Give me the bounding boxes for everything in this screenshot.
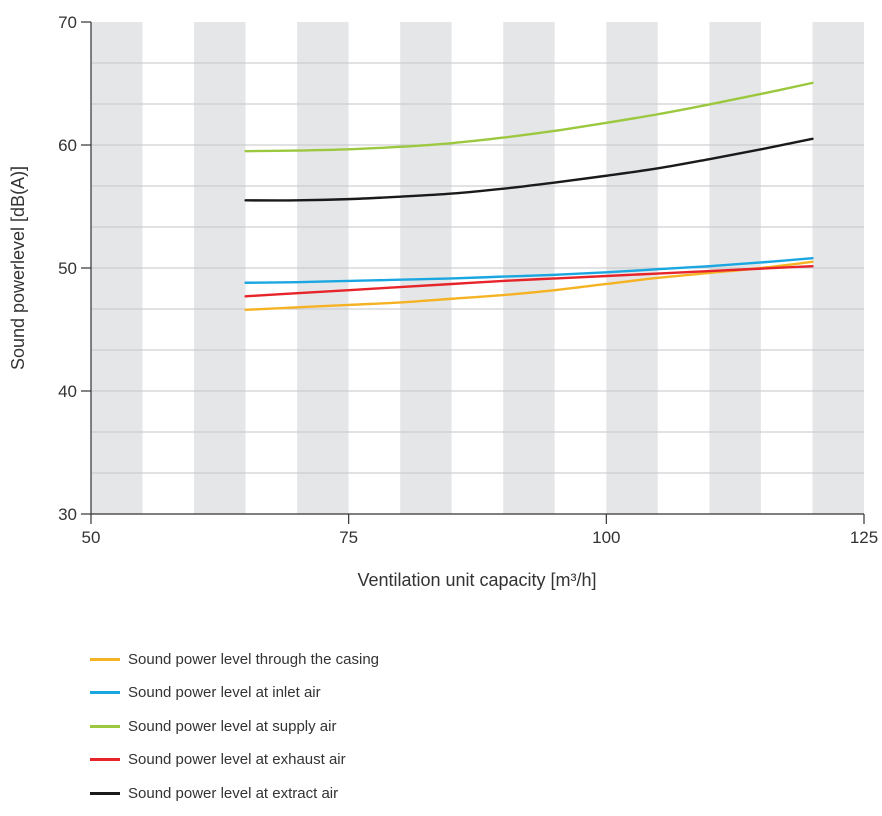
series-line — [244, 256, 814, 284]
legend-label: Sound power level at inlet air — [128, 684, 321, 701]
gridlines — [91, 62, 864, 474]
x-tick-label: 50 — [82, 528, 101, 547]
legend-label: Sound power level at extract air — [128, 784, 339, 802]
legend-label: Sound power level through the casing — [128, 650, 380, 668]
legend-item: Sound power level at extract air — [90, 782, 379, 804]
x-tick-label: 125 — [850, 528, 878, 547]
legend-item: Sound power level at exhaust air — [90, 749, 379, 771]
series-line — [244, 81, 814, 153]
series-line — [244, 260, 814, 312]
legend-label: Sound power level at supply air — [128, 717, 337, 735]
legend-swatch — [90, 791, 120, 795]
tick-labels: 30 40 50 60 70 50 75 100 125 — [58, 13, 878, 547]
x-tick-label: 75 — [339, 528, 358, 547]
legend-swatch — [90, 691, 120, 694]
legend-swatch — [90, 657, 120, 661]
series-line — [244, 264, 814, 298]
legend-swatch — [90, 758, 120, 761]
y-axis-title: Sound powerlevel [dB(A)] — [8, 166, 28, 370]
legend-item: Sound power level at supply air — [90, 715, 379, 737]
legend-label: Sound power level at exhaust air — [128, 751, 346, 768]
x-tick-label: 100 — [592, 528, 620, 547]
y-tick-label: 60 — [58, 136, 77, 155]
series-lines — [244, 81, 814, 312]
x-axis-title: Ventilation unit capacity [m³/h] — [357, 570, 596, 590]
legend-item: Sound power level through the casing — [90, 648, 379, 670]
axes — [81, 21, 865, 524]
y-tick-label: 50 — [58, 259, 77, 278]
y-tick-label: 30 — [58, 505, 77, 524]
y-tick-label: 70 — [58, 13, 77, 32]
legend-swatch — [90, 724, 120, 728]
y-tick-label: 40 — [58, 382, 77, 401]
legend: Sound power level through the casing Soun… — [90, 648, 379, 816]
chart: 30 40 50 60 70 50 75 100 125 Ventilation unit ca… — [8, 13, 878, 590]
series-line — [244, 137, 814, 202]
legend-item: Sound power level at inlet air — [90, 682, 379, 704]
